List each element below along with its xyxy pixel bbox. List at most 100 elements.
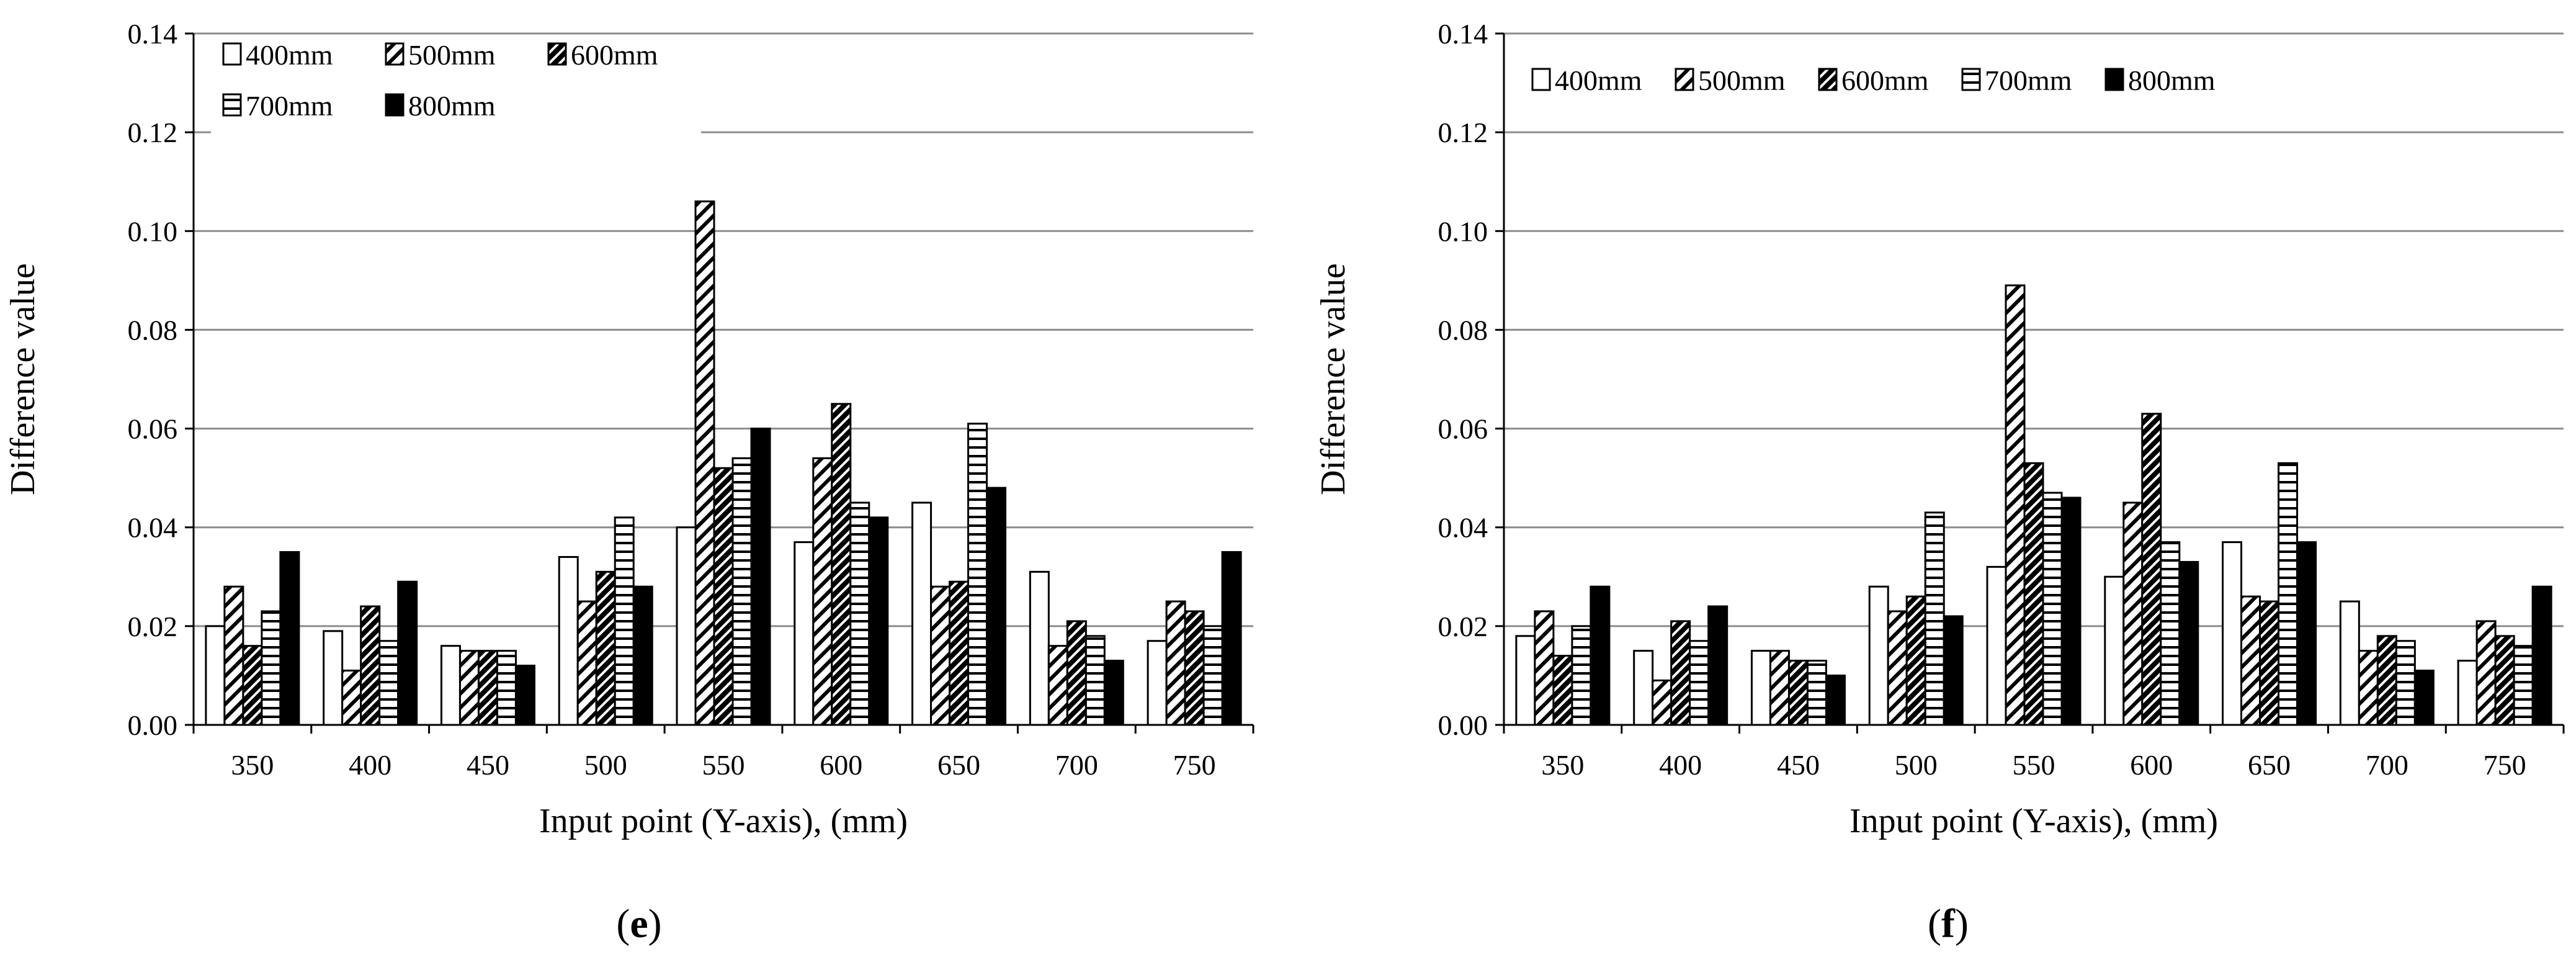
- legend-swatch-400mm: [222, 42, 242, 66]
- bar-700mm-600: [2160, 541, 2181, 726]
- x-tick-label: 550: [2013, 749, 2055, 781]
- y-tick-label: 0.12: [128, 117, 178, 148]
- bar-700mm-700: [1085, 635, 1106, 726]
- bar-600mm-650: [949, 580, 970, 726]
- x-axis-title: Input point (Y-axis), (mm): [539, 802, 908, 840]
- bar-500mm-750: [1165, 600, 1186, 726]
- x-tick-label: 700: [1055, 749, 1098, 781]
- bar-700mm-550: [2042, 492, 2063, 726]
- legend-background: [1520, 62, 2252, 115]
- bar-700mm-500: [614, 516, 635, 726]
- bar-800mm-400: [1707, 605, 1729, 726]
- bar-400mm-350: [1515, 635, 1536, 726]
- x-tick-label: 750: [1173, 749, 1216, 781]
- y-tick-label: 0.08: [128, 314, 178, 346]
- bar-600mm-400: [360, 605, 381, 726]
- bar-600mm-550: [2023, 462, 2044, 726]
- legend-swatch-800mm: [385, 93, 405, 117]
- x-tick-label: 650: [2248, 749, 2291, 781]
- panel-label-f: (f): [1928, 901, 1969, 946]
- bar-500mm-550: [694, 200, 715, 726]
- bar-500mm-350: [1534, 610, 1555, 726]
- bar-800mm-750: [2531, 585, 2552, 726]
- bar-600mm-700: [1066, 620, 1087, 726]
- legend-label-600mm: 600mm: [1841, 65, 1929, 96]
- legend-swatch-700mm: [222, 93, 242, 117]
- bar-800mm-450: [514, 665, 535, 726]
- y-tick-label: 0.06: [128, 413, 178, 445]
- bar-800mm-750: [1221, 551, 1242, 726]
- bar-600mm-750: [1184, 610, 1205, 726]
- y-tick-label: 0.02: [128, 611, 178, 642]
- x-tick-label: 500: [1895, 749, 1938, 781]
- legend-label-700mm: 700mm: [1985, 65, 2072, 96]
- bar-400mm-700: [1029, 570, 1050, 726]
- bar-400mm-650: [2222, 541, 2243, 726]
- legend-label-500mm: 500mm: [1698, 65, 1786, 96]
- legend-swatch-600mm: [1818, 68, 1838, 91]
- bar-800mm-700: [1103, 660, 1124, 726]
- y-tick-label: 0.02: [1438, 611, 1488, 642]
- bar-500mm-700: [1047, 645, 1068, 726]
- x-tick-label: 450: [1777, 749, 1820, 781]
- bar-400mm-350: [205, 625, 226, 726]
- bar-600mm-500: [1905, 595, 1926, 726]
- legend-label-500mm: 500mm: [408, 39, 496, 71]
- x-tick-label: 500: [584, 749, 627, 781]
- bar-500mm-450: [1769, 650, 1790, 726]
- bar-600mm-700: [2376, 635, 2397, 726]
- bar-600mm-650: [2259, 600, 2280, 726]
- bar-400mm-450: [440, 645, 461, 726]
- bar-700mm-750: [2513, 645, 2534, 726]
- bar-500mm-400: [1652, 679, 1673, 726]
- legend-swatch-400mm: [1531, 68, 1551, 91]
- bar-600mm-450: [477, 650, 498, 726]
- bar-400mm-600: [2104, 575, 2125, 726]
- bar-400mm-450: [1750, 650, 1771, 726]
- bar-500mm-500: [576, 600, 597, 726]
- bar-500mm-650: [930, 585, 951, 726]
- bar-700mm-650: [2278, 462, 2299, 726]
- bar-400mm-650: [911, 501, 932, 726]
- x-tick-label: 400: [1659, 749, 1702, 781]
- bar-800mm-600: [868, 516, 889, 726]
- legend-label-800mm: 800mm: [2128, 65, 2216, 96]
- bar-700mm-450: [496, 650, 517, 726]
- bar-600mm-350: [242, 645, 263, 726]
- y-tick-label: 0.00: [1438, 709, 1488, 741]
- y-axis-title: Difference value: [4, 263, 42, 495]
- bar-400mm-750: [2457, 660, 2478, 726]
- chart-e: 0.00 0.02 0.04 0.06 0.08 0.10 0.12 0.14 350 400 45…: [4, 18, 1254, 840]
- bar-600mm-350: [1552, 655, 1573, 726]
- bar-800mm-650: [2296, 541, 2317, 726]
- legend-swatch-500mm: [385, 42, 405, 66]
- x-tick-label: 750: [2484, 749, 2526, 781]
- legend-label-800mm: 800mm: [408, 90, 496, 122]
- y-tick-label: 0.10: [128, 215, 178, 247]
- bar-400mm-550: [1986, 565, 2007, 726]
- bar-400mm-550: [676, 526, 697, 726]
- y-tick-label: 0.08: [1438, 314, 1488, 346]
- bar-500mm-600: [2122, 501, 2144, 726]
- bar-800mm-500: [1943, 615, 1964, 726]
- bar-700mm-700: [2395, 640, 2416, 726]
- chart-f: 0.00 0.02 0.04 0.06 0.08 0.10 0.12 0.14 350 400 45…: [1314, 18, 2565, 840]
- bar-500mm-450: [458, 650, 480, 726]
- bar-500mm-400: [341, 669, 362, 726]
- legend: 400mm 500mm 600mm 700mm 800mm: [211, 36, 701, 140]
- bar-600mm-550: [713, 467, 734, 726]
- bar-700mm-750: [1202, 625, 1223, 726]
- bar-800mm-650: [986, 487, 1007, 726]
- bar-400mm-600: [794, 541, 815, 726]
- bar-700mm-650: [967, 423, 988, 726]
- bar-400mm-500: [558, 555, 579, 726]
- bar-700mm-350: [261, 610, 282, 726]
- bar-800mm-550: [2060, 496, 2082, 726]
- bar-800mm-500: [632, 585, 653, 726]
- bar-700mm-350: [1571, 625, 1592, 726]
- bar-600mm-750: [2494, 635, 2515, 726]
- bar-600mm-600: [831, 403, 852, 726]
- bar-700mm-450: [1806, 660, 1827, 726]
- bar-800mm-700: [2413, 669, 2435, 726]
- bar-500mm-650: [2240, 595, 2261, 726]
